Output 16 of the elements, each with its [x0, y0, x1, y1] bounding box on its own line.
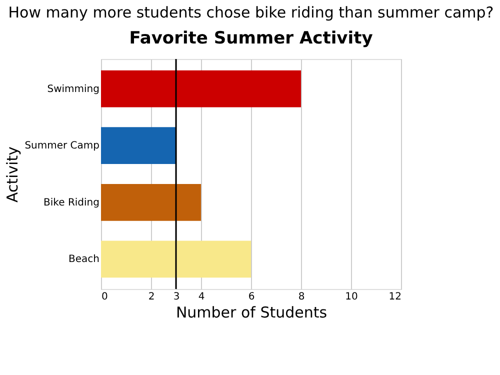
x-tick-label: 3 — [173, 292, 180, 302]
x-tick-label: 2 — [148, 292, 155, 302]
chart-title: How many more students chose bike riding than summer camp? — [8, 3, 494, 22]
y-axis-title: Activity — [4, 146, 22, 203]
y-tick-label: Bike Riding — [44, 197, 100, 208]
x-axis-title: Number of Students — [176, 304, 328, 322]
y-tick-label: Beach — [68, 254, 100, 266]
x-tick-label: 8 — [298, 292, 305, 302]
x-tick-label: 0 — [102, 292, 108, 302]
chart-subtitle: Favorite Summer Activity — [129, 28, 373, 48]
x-tick-label: 10 — [345, 292, 358, 302]
x-tick-label: 12 — [388, 292, 402, 302]
x-tick-label: 4 — [198, 292, 205, 302]
y-tick-label: Summer Camp — [24, 140, 100, 152]
y-tick-label: Swimming — [47, 84, 100, 95]
x-tick-label: 6 — [248, 292, 255, 302]
